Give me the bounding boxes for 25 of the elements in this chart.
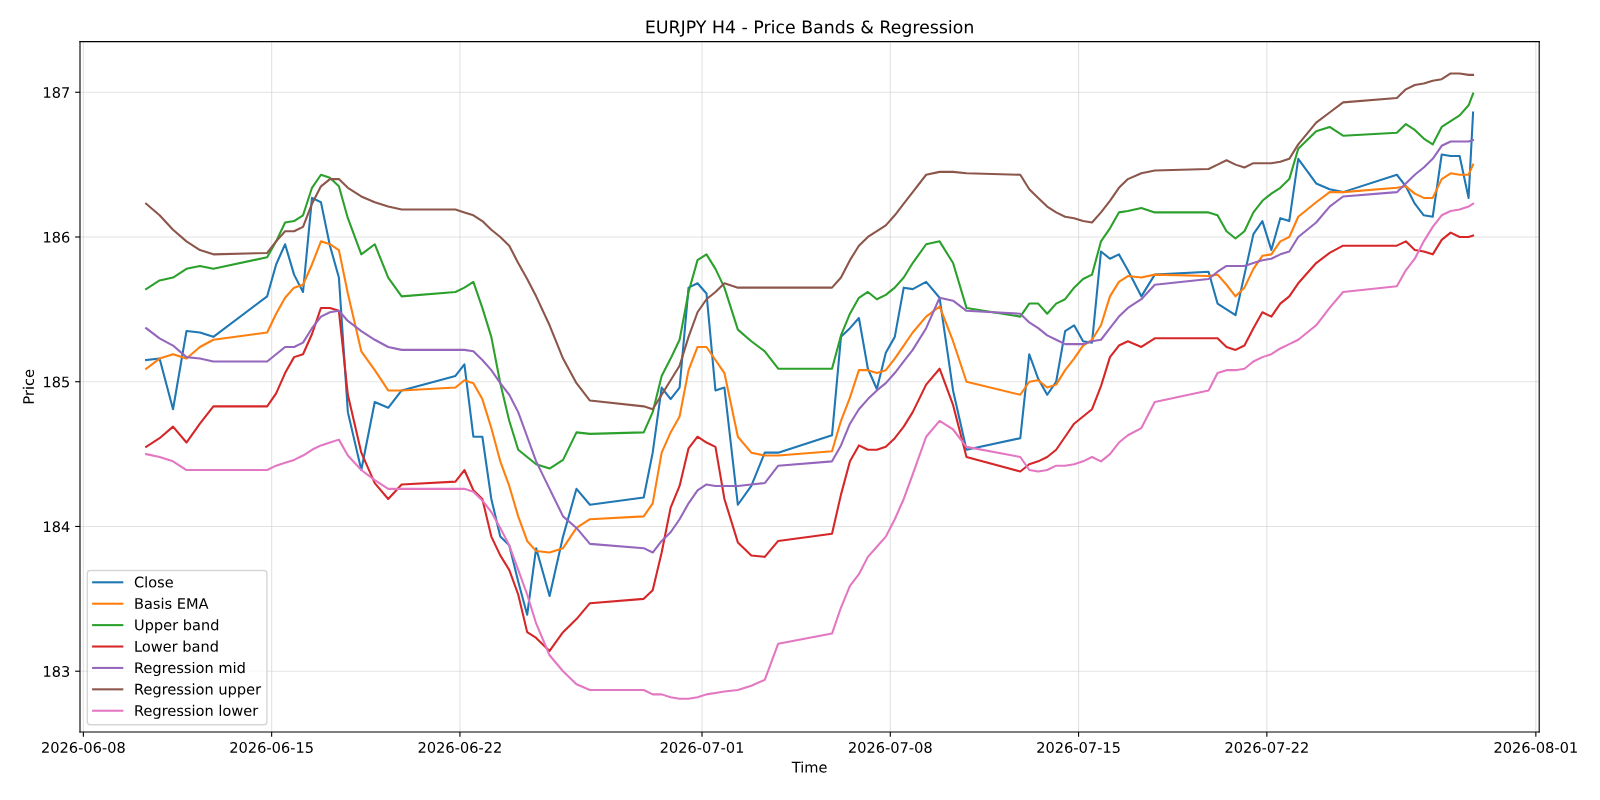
x-tick-label: 2026-06-22 [418,741,501,754]
x-tick-label: 2026-07-01 [660,741,744,754]
y-tick-label: 186 [44,231,70,243]
x-axis-title: Time [791,761,827,773]
chart-title: EURJPY H4 - Price Bands & Regression [646,20,973,37]
y-axis-title: Price [22,369,35,404]
y-tick-label: 185 [44,376,69,388]
legend-label: Regression mid [135,661,245,677]
y-tick-label: 187 [44,86,70,99]
legend-label: Lower band [135,640,218,652]
x-tick-label: 2026-06-15 [230,741,313,754]
legend-label: Regression lower [135,704,259,719]
x-tick-label: 2026-06-08 [42,741,125,754]
y-tick-label: 183 [44,665,70,677]
legend-label: Basis EMA [135,597,209,610]
x-tick-label: 2026-08-01 [1494,741,1577,754]
x-tick-label: 2026-07-15 [1037,741,1120,754]
legend-label: Regression upper [135,683,262,698]
legend-label: Close [134,576,173,588]
legend-label: Upper band [135,619,219,634]
line-series [145,72,1475,411]
line-series [145,92,1475,470]
x-tick-label: 2026-07-22 [1225,741,1308,754]
x-tick-label: 2026-07-08 [848,741,932,754]
y-tick-label: 184 [44,521,70,533]
